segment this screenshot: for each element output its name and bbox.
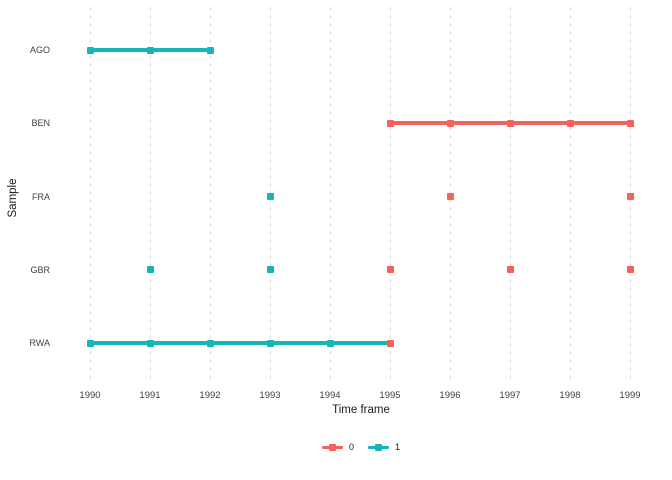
gridline xyxy=(509,7,511,382)
data-point xyxy=(626,266,634,274)
x-axis-tick-label: 1992 xyxy=(199,390,221,401)
data-point xyxy=(506,266,514,274)
x-axis-tick-label: 1994 xyxy=(319,390,341,401)
gridline xyxy=(389,7,391,382)
data-point xyxy=(506,119,514,127)
x-axis-tick-label: 1993 xyxy=(259,390,281,401)
y-axis-tick-label: GBR xyxy=(30,264,50,275)
data-point xyxy=(446,119,454,127)
y-axis-title: Sample xyxy=(7,178,19,218)
data-point xyxy=(626,119,634,127)
series-segment xyxy=(90,341,390,345)
data-point xyxy=(86,46,94,54)
data-point xyxy=(266,193,274,200)
data-point xyxy=(206,339,214,347)
data-point xyxy=(566,119,574,127)
legend-label: 1 xyxy=(395,442,401,452)
data-point xyxy=(146,339,154,347)
y-axis-tick-label: FRA xyxy=(32,191,50,202)
x-axis-tick-label: 1991 xyxy=(139,390,161,401)
legend-item: 1 xyxy=(368,442,400,452)
gridline xyxy=(149,7,151,382)
x-axis-tick-label: 1990 xyxy=(79,390,101,401)
data-point xyxy=(146,46,154,54)
data-point xyxy=(446,193,454,200)
x-axis-tick-label: 1997 xyxy=(499,390,521,401)
gridline xyxy=(569,7,571,382)
x-axis-tick-label: 1999 xyxy=(619,390,641,401)
gridline xyxy=(209,7,211,382)
y-axis-tick-label: BEN xyxy=(31,118,50,129)
x-axis-tick-label: 1996 xyxy=(439,390,461,401)
gridline xyxy=(329,7,331,382)
gridline xyxy=(89,7,91,382)
x-axis-title: Time frame xyxy=(332,404,390,416)
data-point xyxy=(86,339,94,347)
x-axis-tick-label: 1998 xyxy=(559,390,581,401)
x-axis-tick-label: 1995 xyxy=(379,390,401,401)
data-point xyxy=(266,339,274,347)
data-point xyxy=(386,266,394,274)
data-point xyxy=(326,339,334,347)
data-point xyxy=(146,266,154,274)
data-point xyxy=(386,119,394,127)
legend-key-icon xyxy=(321,443,343,452)
legend-key-icon xyxy=(368,443,389,452)
data-point xyxy=(386,339,394,347)
data-point xyxy=(626,193,634,200)
y-axis-tick-label: AGO xyxy=(29,45,50,55)
legend-item: 0 xyxy=(321,442,354,452)
data-point xyxy=(206,46,214,54)
y-axis-tick-label: RWA xyxy=(29,338,50,348)
data-point xyxy=(266,266,274,274)
legend-label: 0 xyxy=(348,442,354,452)
